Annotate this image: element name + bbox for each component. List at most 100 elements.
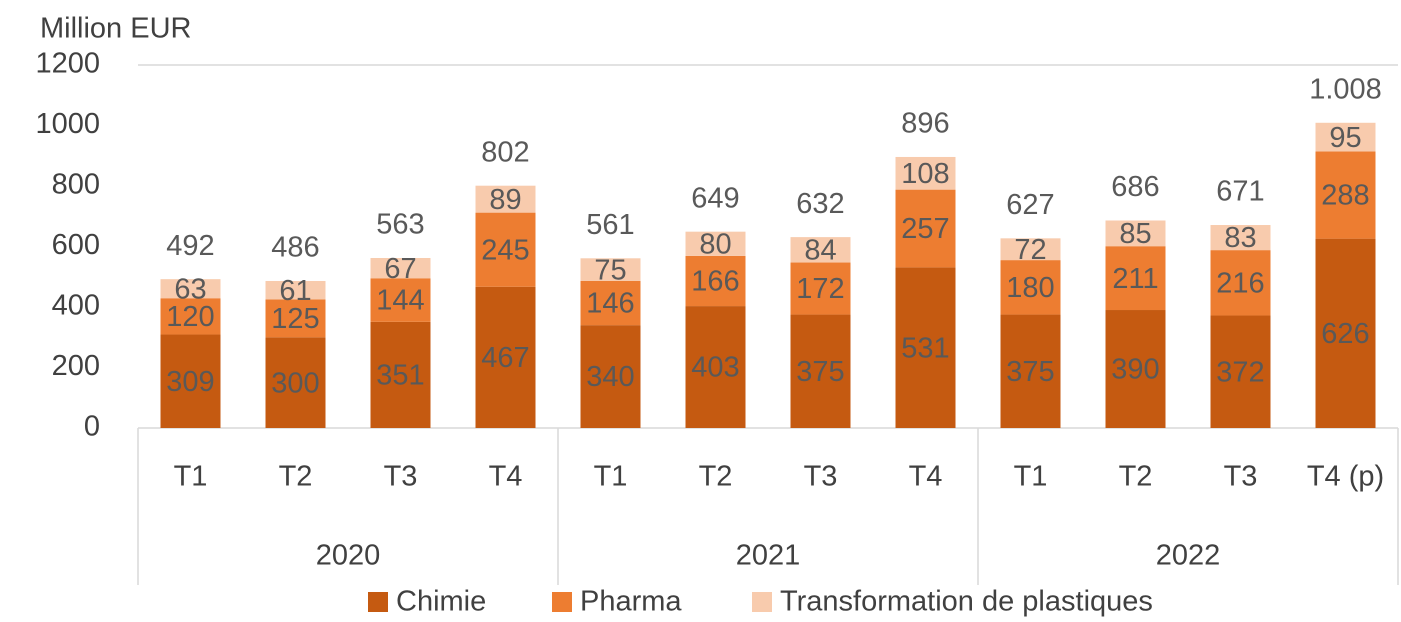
group-label: 2021 [736,540,801,572]
bar-segment [370,278,431,322]
bar-segment [580,280,641,326]
bar-segment [895,156,956,190]
x-tick-label: T4 [909,461,943,493]
bar-segment [685,231,746,256]
bar-segment [895,189,956,268]
bar-segment [790,262,851,315]
bar-segment [1315,238,1376,428]
bar-segment [1210,250,1271,316]
data-label: 85 [1119,218,1151,250]
x-tick-label: T1 [174,461,208,493]
x-tick-label: T3 [384,461,418,493]
y-tick-label: 200 [52,350,100,382]
data-label: 144 [376,285,424,317]
bar-segment [790,314,851,428]
bar-segment [1315,122,1376,152]
data-label: 245 [481,234,529,266]
total-label: 492 [166,230,214,262]
bar-segment [475,185,536,213]
bar-segment [1210,225,1271,251]
data-label: 288 [1321,180,1369,212]
bar-segment [370,321,431,428]
bar-segment [160,279,221,299]
bar-segment [895,267,956,428]
bar-segment [475,212,536,287]
bar-segment [1315,151,1376,239]
data-label: 403 [691,352,739,384]
bar-segment [1105,246,1166,311]
bar-segment [1210,315,1271,428]
bar-segment [1105,220,1166,247]
y-tick-label: 400 [52,290,100,322]
bar-segment [370,257,431,279]
data-label: 146 [586,288,634,320]
bar-segment [685,255,746,307]
data-label: 63 [174,273,206,305]
data-label: 626 [1321,318,1369,350]
data-label: 83 [1224,222,1256,254]
data-label: 89 [489,184,521,216]
data-label: 80 [699,228,731,260]
data-label: 216 [1216,267,1264,299]
data-label: 180 [1006,272,1054,304]
data-label: 61 [279,275,311,307]
data-label: 467 [481,342,529,374]
data-label: 375 [796,356,844,388]
data-label: 531 [901,332,949,364]
legend-swatch [368,592,388,612]
y-axis-title: Million EUR [40,13,191,45]
y-tick-label: 800 [52,169,100,201]
data-label: 108 [901,158,949,190]
x-tick-label: T3 [1224,461,1258,493]
total-label: 1.008 [1309,73,1382,105]
x-tick-label: T2 [1119,461,1153,493]
data-label: 125 [271,303,319,335]
x-tick-label: T3 [804,461,838,493]
bar-segment [790,237,851,263]
x-tick-label: T1 [1014,461,1048,493]
data-label: 351 [376,360,424,392]
data-label: 309 [166,366,214,398]
x-tick-label: T4 [489,461,523,493]
data-label: 72 [1014,234,1046,266]
y-tick-label: 1200 [35,48,100,80]
data-label: 340 [586,361,634,393]
bar-segment [1000,260,1061,315]
data-label: 166 [691,266,739,298]
total-label: 896 [901,108,949,140]
bar-segment [685,306,746,428]
x-tick-label: T2 [279,461,313,493]
data-label: 257 [901,213,949,245]
bar-segment [1000,238,1061,261]
x-tick-label: T4 (p) [1307,461,1384,493]
group-label: 2022 [1156,540,1221,572]
bar-segment [580,325,641,428]
legend-swatch [752,592,772,612]
bar-segment [580,258,641,281]
x-tick-label: T2 [699,461,733,493]
legend-swatch [552,592,572,612]
total-label: 632 [796,188,844,220]
x-tick-label: T1 [594,461,628,493]
data-label: 390 [1111,354,1159,386]
total-label: 561 [586,209,634,241]
data-label: 375 [1006,356,1054,388]
data-label: 300 [271,367,319,399]
y-tick-label: 0 [84,411,100,443]
bar-segment [160,334,221,428]
total-label: 671 [1216,176,1264,208]
bar-segment [475,286,536,428]
total-label: 563 [376,209,424,241]
total-label: 802 [481,136,529,168]
total-label: 686 [1111,171,1159,203]
total-label: 627 [1006,189,1054,221]
legend-label: Chimie [396,586,486,617]
total-label: 649 [691,182,739,214]
legend-label: Pharma [580,586,682,617]
bar-segment [265,299,326,338]
data-label: 120 [166,301,214,333]
data-label: 95 [1329,122,1361,154]
total-label: 486 [271,232,319,264]
group-label: 2020 [316,540,381,572]
